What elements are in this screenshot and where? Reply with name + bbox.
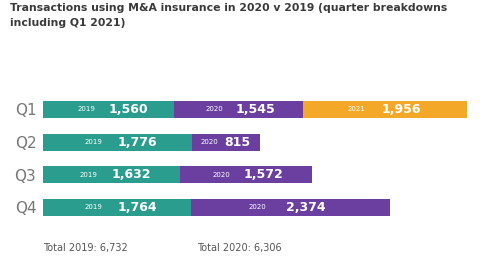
Bar xyxy=(191,199,390,216)
Text: Total 2019: 6,732: Total 2019: 6,732 xyxy=(43,243,128,253)
Text: 2019: 2019 xyxy=(78,106,96,112)
Text: 1,560: 1,560 xyxy=(108,103,148,116)
Text: Total 2020: 6,306: Total 2020: 6,306 xyxy=(197,243,281,253)
Bar xyxy=(43,134,192,150)
Text: 2,374: 2,374 xyxy=(287,201,326,214)
Text: including Q1 2021): including Q1 2021) xyxy=(10,18,125,29)
Bar xyxy=(303,101,467,118)
Text: 1,545: 1,545 xyxy=(236,103,276,116)
Text: 1,776: 1,776 xyxy=(118,135,157,149)
Text: 1,632: 1,632 xyxy=(111,168,151,181)
Bar xyxy=(43,101,174,118)
Bar xyxy=(174,101,303,118)
Text: 2020: 2020 xyxy=(200,139,218,145)
Bar xyxy=(43,166,180,183)
Text: 1,572: 1,572 xyxy=(243,168,283,181)
Text: 1,764: 1,764 xyxy=(117,201,156,214)
Text: Transactions using M&A insurance in 2020 v 2019 (quarter breakdowns: Transactions using M&A insurance in 2020… xyxy=(10,3,447,13)
Text: 2019: 2019 xyxy=(85,139,103,145)
Bar xyxy=(43,199,191,216)
Text: 2020: 2020 xyxy=(212,172,230,178)
Bar xyxy=(192,134,260,150)
Text: 2020: 2020 xyxy=(205,106,223,112)
Text: 815: 815 xyxy=(225,135,251,149)
Text: 2019: 2019 xyxy=(84,204,102,210)
Text: 1,956: 1,956 xyxy=(382,103,421,116)
Text: 2020: 2020 xyxy=(249,204,266,210)
Text: 2021: 2021 xyxy=(348,106,366,112)
Bar xyxy=(180,166,312,183)
Text: 2019: 2019 xyxy=(80,172,98,178)
